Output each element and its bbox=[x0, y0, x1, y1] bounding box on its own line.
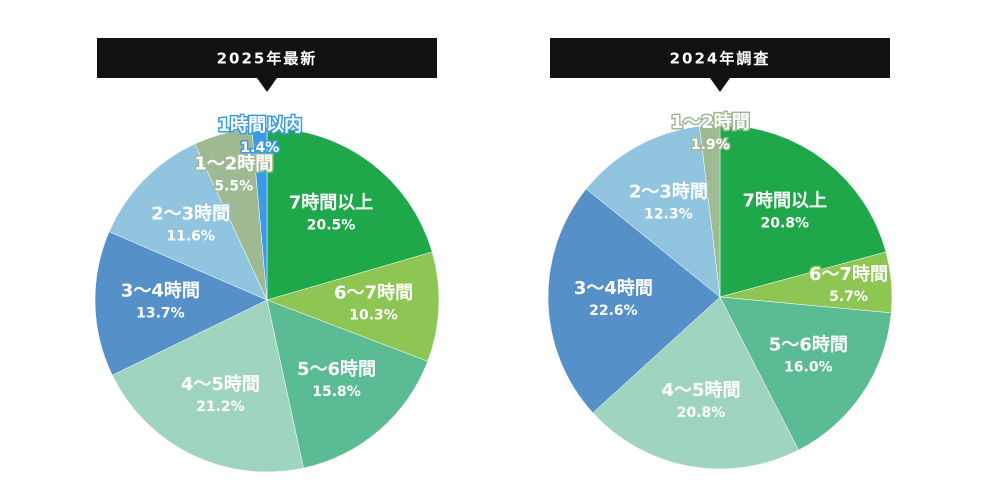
slice-label: 4〜5時間 bbox=[661, 380, 740, 401]
slice-value: 12.3% bbox=[644, 207, 693, 223]
slice-value: 1.9% bbox=[691, 137, 730, 153]
slice-value: 20.8% bbox=[677, 405, 726, 421]
slice-label: 1〜2時間 bbox=[671, 112, 750, 133]
title-box bbox=[550, 38, 890, 78]
pie-slice bbox=[547, 188, 721, 414]
title-box bbox=[97, 38, 437, 78]
slice-label: 7時間以上 bbox=[743, 190, 828, 211]
slice-value: 5.7% bbox=[829, 289, 868, 305]
pie-slice bbox=[719, 296, 892, 451]
slice-label: 5〜6時間 bbox=[297, 359, 376, 380]
slice-label: 4〜5時間 bbox=[181, 374, 260, 395]
slice-label: 1〜2時間 bbox=[194, 153, 273, 174]
pie-slice bbox=[585, 125, 721, 298]
slice-label: 6〜7時間 bbox=[809, 264, 888, 285]
pie-slice bbox=[266, 299, 429, 469]
title-pointer bbox=[710, 78, 730, 92]
slice-label: 7時間以上 bbox=[289, 193, 374, 214]
slice-value: 20.5% bbox=[307, 218, 356, 234]
slice-label: 3〜4時間 bbox=[574, 278, 653, 299]
pie-slice bbox=[699, 124, 721, 298]
pie-slice bbox=[108, 143, 268, 301]
pie-slice bbox=[111, 299, 304, 473]
slice-label: 2〜3時間 bbox=[629, 182, 708, 203]
pie-slice bbox=[94, 231, 268, 376]
slice-value: 22.6% bbox=[589, 303, 638, 319]
pie-slice bbox=[592, 296, 799, 470]
slice-value: 1.4% bbox=[240, 140, 279, 156]
chart-title: 2025年最新 bbox=[217, 50, 318, 68]
slice-label: 6〜7時間 bbox=[334, 282, 413, 303]
slice-label: 1時間以内 bbox=[218, 114, 303, 136]
slice-value: 21.2% bbox=[196, 399, 245, 415]
slice-value: 5.5% bbox=[214, 178, 253, 194]
slice-label: 2〜3時間 bbox=[151, 204, 230, 225]
pie-slice bbox=[719, 124, 887, 298]
pie-slice bbox=[251, 127, 268, 301]
slice-value: 16.0% bbox=[784, 360, 833, 376]
slice-label: 3〜4時間 bbox=[121, 280, 200, 301]
slice-label: 5〜6時間 bbox=[769, 335, 848, 356]
slice-value: 10.3% bbox=[349, 307, 398, 323]
slice-value: 15.8% bbox=[312, 384, 361, 400]
chart-title: 2024年調査 bbox=[670, 50, 771, 68]
slice-value: 11.6% bbox=[166, 229, 215, 245]
slice-value: 20.8% bbox=[760, 215, 809, 231]
pie-slice bbox=[266, 251, 440, 362]
slice-value: 13.7% bbox=[136, 305, 185, 321]
title-pointer bbox=[257, 78, 277, 92]
pie-slice bbox=[266, 127, 433, 301]
